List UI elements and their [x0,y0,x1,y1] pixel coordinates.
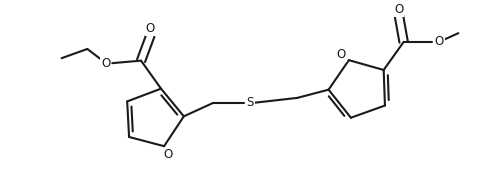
Text: O: O [394,3,404,16]
Text: S: S [246,96,254,109]
Text: O: O [434,35,444,49]
Text: O: O [337,48,346,61]
Text: O: O [164,148,172,161]
Text: O: O [146,22,155,35]
Text: O: O [101,57,110,70]
